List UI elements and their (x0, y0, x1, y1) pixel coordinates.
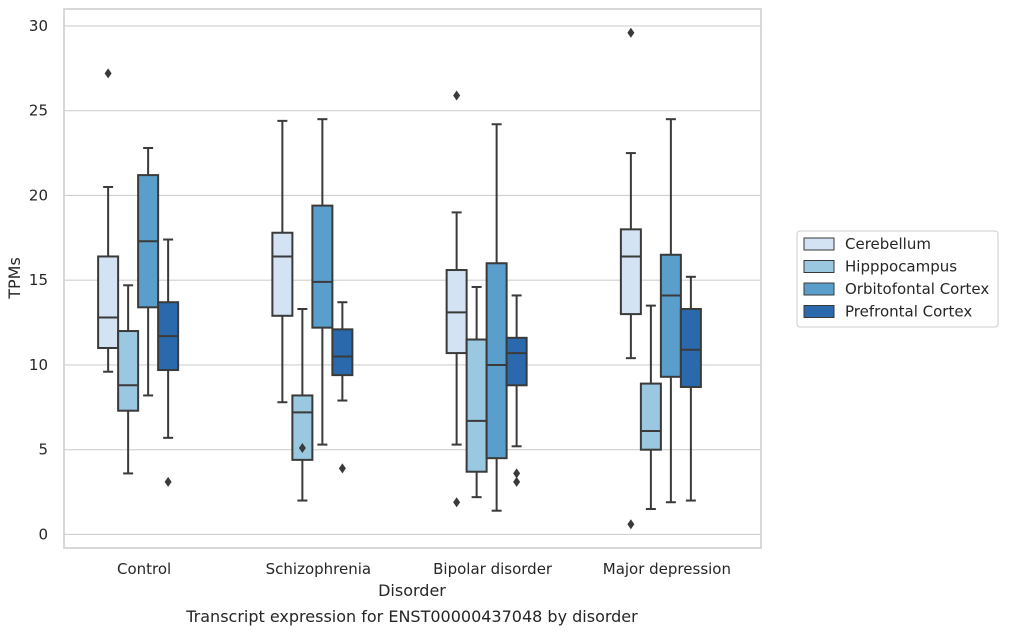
outlier-point (453, 497, 461, 508)
outlier-point (338, 463, 346, 474)
y-tick-label: 5 (38, 441, 48, 459)
box-group (331, 301, 354, 474)
box-iqr (485, 262, 508, 460)
box-iqr (97, 255, 120, 349)
box-iqr (659, 253, 682, 378)
y-tick-labels: 0 5 10 15 20 25 30 (29, 17, 48, 543)
y-tick-label: 30 (29, 17, 48, 35)
box-group (505, 294, 528, 487)
legend-swatch (803, 260, 835, 273)
box-group (311, 118, 334, 446)
outlier-point (627, 519, 635, 530)
box-group (639, 304, 662, 511)
box-iqr (639, 382, 662, 451)
legend-label: Orbitofontal Cortex (845, 280, 989, 298)
box-iqr (619, 228, 642, 316)
x-tick-label: Control (117, 560, 171, 578)
legend-label: Hipppocampus (845, 258, 957, 276)
box-iqr (331, 328, 354, 377)
y-tick-label: 20 (29, 186, 48, 204)
outlier-point (513, 476, 521, 487)
plot-area (63, 8, 762, 549)
outlier-point (104, 68, 112, 79)
y-axis-label: TPMs (5, 257, 24, 300)
outlier-point (627, 27, 635, 38)
box-group (659, 118, 682, 504)
box-iqr (465, 338, 488, 473)
legend-swatch (803, 305, 835, 318)
outlier-point (453, 90, 461, 101)
box-iqr (117, 330, 140, 412)
y-tick-label: 25 (29, 102, 48, 120)
outlier-point (298, 442, 306, 453)
box-group (291, 308, 314, 502)
x-axis-label: Disorder (378, 581, 446, 600)
box-group (679, 275, 702, 502)
legend-frame (796, 230, 999, 328)
box-group (97, 68, 120, 373)
legend: Cerebellum Hipppocampus Orbitofontal Corte… (796, 230, 999, 328)
outlier-point (164, 476, 172, 487)
chart-caption: Transcript expression for ENST0000043704… (185, 607, 638, 626)
y-tick-label: 0 (38, 525, 48, 543)
x-tick-label: Major depression (603, 560, 731, 578)
box-group (137, 146, 160, 397)
x-tick-label: Schizophrenia (266, 560, 371, 578)
box-group (445, 90, 468, 508)
legend-label: Prefrontal Cortex (845, 303, 972, 321)
box-group (157, 238, 180, 487)
x-tick-label: Bipolar disorder (433, 560, 553, 578)
box-iqr (679, 308, 702, 388)
box-series (97, 27, 702, 530)
box-iqr (505, 336, 528, 387)
box-iqr (271, 231, 294, 317)
y-tick-label: 15 (29, 271, 48, 289)
x-tick-labels: Control Schizophrenia Bipolar disorder Majo… (117, 560, 731, 578)
box-group (485, 123, 508, 512)
legend-swatch (803, 282, 835, 296)
box-group (117, 284, 140, 475)
legend-label: Cerebellum (845, 235, 931, 253)
outlier-point (513, 468, 521, 479)
box-group (271, 119, 294, 404)
box-group (619, 27, 642, 530)
box-iqr (311, 204, 334, 329)
y-tick-label: 10 (29, 356, 48, 374)
legend-swatch (803, 237, 835, 251)
